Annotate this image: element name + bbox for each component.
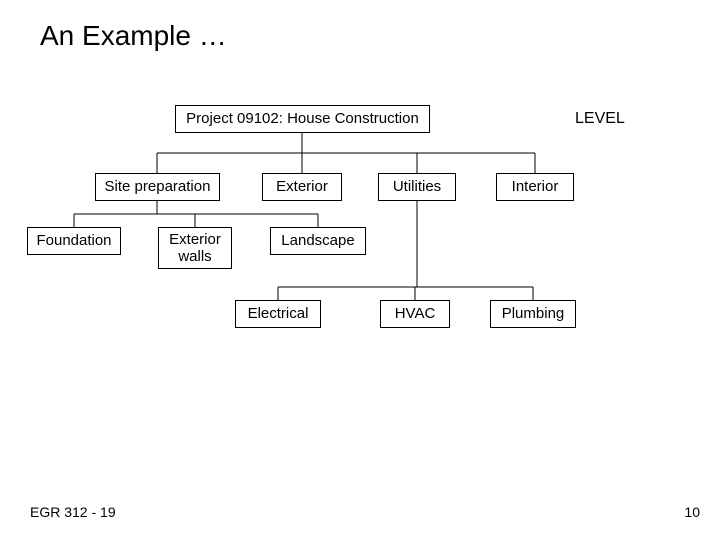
node-foundation: Foundation [27,227,121,255]
node-hvac: HVAC [380,300,450,328]
node-extwalls-label: Exterior walls [163,231,227,266]
node-exterior-label: Exterior [276,178,328,195]
node-plumbing: Plumbing [490,300,576,328]
node-utilities-label: Utilities [393,178,441,195]
node-interior-label: Interior [512,178,559,195]
footer-right: 10 [684,504,700,520]
connectors [0,0,720,540]
node-utilities: Utilities [378,173,456,201]
node-siteprep-label: Site preparation [105,178,211,195]
node-root: Project 09102: House Construction [175,105,430,133]
node-electrical: Electrical [235,300,321,328]
footer-left: EGR 312 - 19 [30,504,116,520]
node-interior: Interior [496,173,574,201]
level-label: LEVEL [575,110,625,128]
node-electrical-label: Electrical [248,305,309,322]
node-landscape-label: Landscape [281,232,354,249]
slide-title: An Example … [40,20,227,52]
node-siteprep: Site preparation [95,173,220,201]
node-exterior: Exterior [262,173,342,201]
node-foundation-label: Foundation [36,232,111,249]
node-landscape: Landscape [270,227,366,255]
node-hvac-label: HVAC [395,305,436,322]
node-root-label: Project 09102: House Construction [186,110,419,127]
node-extwalls: Exterior walls [158,227,232,269]
node-plumbing-label: Plumbing [502,305,565,322]
